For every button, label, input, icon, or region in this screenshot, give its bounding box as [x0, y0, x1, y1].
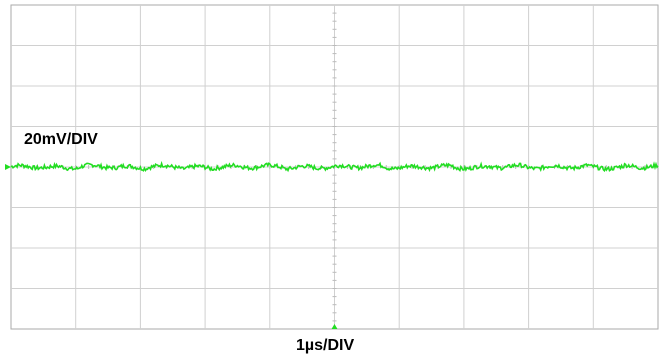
signal-trace	[10, 160, 659, 173]
trigger-position-marker	[331, 324, 338, 329]
channel-level-marker	[5, 164, 11, 170]
vertical-scale-label: 20mV/DIV	[24, 131, 98, 148]
horizontal-scale-label: 1µs/DIV	[296, 337, 355, 354]
